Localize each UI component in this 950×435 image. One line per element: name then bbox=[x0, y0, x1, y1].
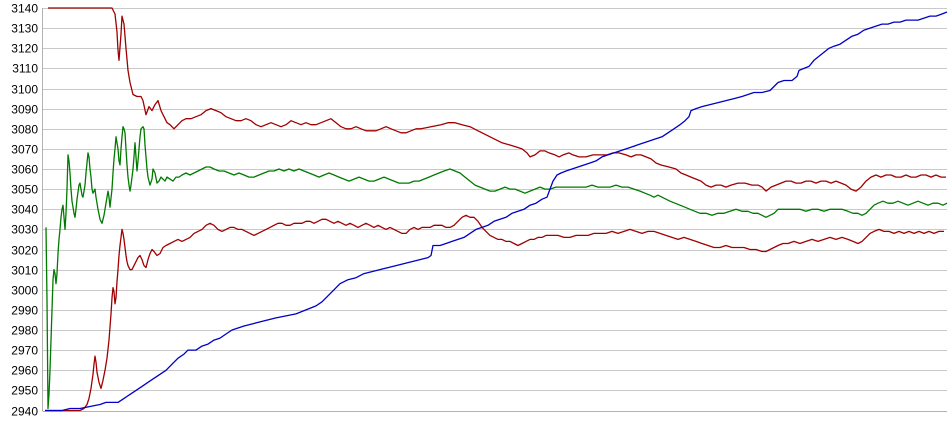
y-tick-label: 2970 bbox=[11, 344, 38, 358]
series-red-upper-line bbox=[48, 7, 946, 192]
series-red-lower-line bbox=[45, 214, 944, 412]
y-tick-label: 3050 bbox=[11, 183, 38, 197]
y-tick-label: 3070 bbox=[11, 143, 38, 157]
series-green-line bbox=[45, 126, 948, 410]
y-tick-label: 3110 bbox=[12, 62, 38, 76]
y-tick-label: 3010 bbox=[11, 264, 38, 278]
y-tick-label: 2990 bbox=[11, 304, 38, 318]
y-tick-label: 3120 bbox=[11, 42, 38, 56]
y-tick-label: 2940 bbox=[11, 405, 38, 419]
y-tick-label: 2980 bbox=[11, 324, 38, 338]
y-tick-label: 2960 bbox=[11, 364, 38, 378]
y-tick-label: 3060 bbox=[11, 163, 38, 177]
y-tick-label: 3030 bbox=[11, 223, 38, 237]
y-tick-label: 3040 bbox=[11, 203, 38, 217]
series-blue-line bbox=[45, 11, 948, 412]
y-tick-label: 3090 bbox=[11, 103, 38, 117]
y-tick-label: 3000 bbox=[11, 284, 38, 298]
y-tick-label: 3100 bbox=[11, 83, 38, 97]
y-tick-label: 3140 bbox=[11, 2, 38, 16]
y-tick-label: 2950 bbox=[11, 384, 38, 398]
y-tick-label: 3130 bbox=[11, 22, 38, 36]
y-tick-label: 3080 bbox=[11, 123, 38, 137]
y-tick-label: 3020 bbox=[11, 244, 38, 258]
